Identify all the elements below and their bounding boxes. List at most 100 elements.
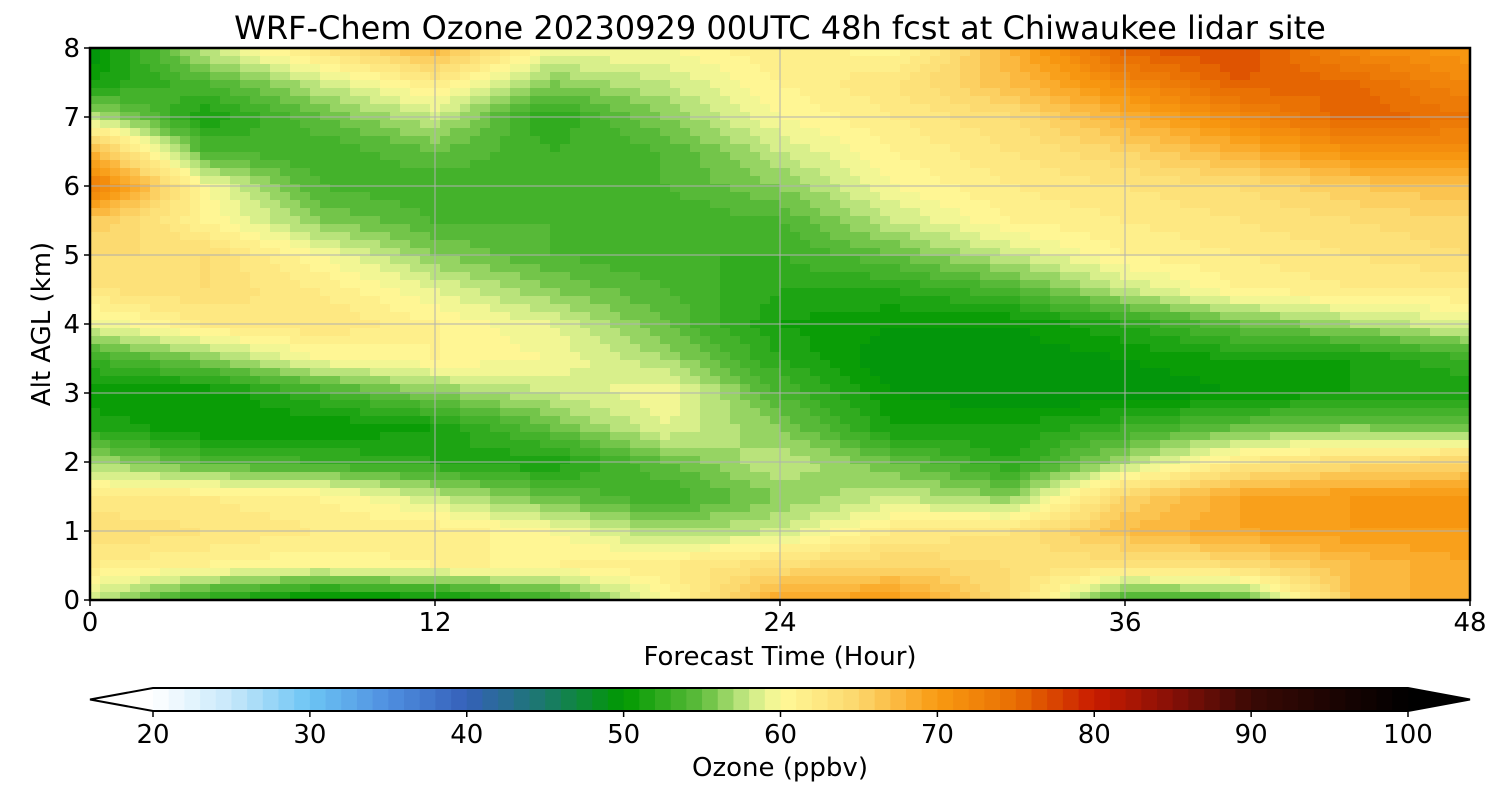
ozone-cell: [270, 224, 281, 233]
ozone-cell: [1270, 248, 1281, 257]
ozone-cell: [860, 280, 871, 289]
ozone-cell: [180, 328, 191, 337]
ozone-cell: [1220, 72, 1231, 81]
ozone-cell: [1320, 240, 1331, 249]
ozone-cell: [820, 128, 831, 137]
ozone-cell: [1450, 176, 1461, 185]
ozone-cell: [880, 88, 891, 97]
ozone-cell: [1210, 312, 1221, 321]
ozone-cell: [1430, 248, 1441, 257]
ozone-cell: [1060, 96, 1071, 105]
ozone-cell: [210, 48, 221, 57]
ozone-cell: [400, 328, 411, 337]
ozone-cell: [180, 200, 191, 209]
ozone-cell: [640, 224, 651, 233]
ozone-cell: [450, 160, 461, 169]
ozone-cell: [500, 88, 511, 97]
ozone-cell: [280, 256, 291, 265]
ozone-cell: [1250, 88, 1261, 97]
ozone-cell: [1040, 216, 1051, 225]
ozone-cell: [1400, 80, 1411, 89]
ozone-cell: [650, 144, 661, 153]
ozone-cell: [1150, 128, 1161, 137]
ozone-cell: [90, 80, 101, 89]
ozone-cell: [940, 48, 951, 57]
ozone-cell: [1320, 280, 1331, 289]
ozone-cell: [950, 72, 961, 81]
ozone-cell: [1150, 96, 1161, 105]
ozone-cell: [470, 160, 481, 169]
ozone-cell: [670, 112, 681, 121]
ozone-cell: [1060, 80, 1071, 89]
ozone-cell: [970, 192, 981, 201]
ozone-cell: [980, 288, 991, 297]
ozone-cell: [550, 112, 561, 121]
ozone-cell: [280, 152, 291, 161]
ozone-cell: [220, 184, 231, 193]
ozone-cell: [620, 288, 631, 297]
ozone-cell: [970, 112, 981, 121]
ozone-cell: [590, 160, 601, 169]
ozone-cell: [240, 112, 251, 121]
ozone-cell: [900, 48, 911, 57]
ozone-cell: [860, 256, 871, 265]
ozone-cell: [200, 48, 211, 57]
ozone-cell: [340, 248, 351, 257]
ozone-cell: [250, 216, 261, 225]
ozone-cell: [230, 48, 241, 57]
ozone-cell: [660, 96, 671, 105]
ozone-cell: [320, 104, 331, 113]
ozone-cell: [1230, 104, 1241, 113]
ozone-cell: [140, 248, 151, 257]
ozone-cell: [520, 104, 531, 113]
ozone-cell: [1270, 256, 1281, 265]
ozone-cell: [900, 64, 911, 73]
ozone-cell: [110, 328, 121, 337]
ozone-cell: [320, 208, 331, 217]
ozone-cell: [610, 96, 621, 105]
ozone-cell: [310, 136, 321, 145]
ozone-cell: [90, 312, 101, 321]
ozone-cell: [750, 200, 761, 209]
ozone-cell: [460, 64, 471, 73]
ozone-cell: [710, 120, 721, 129]
ozone-cell: [1400, 240, 1411, 249]
ozone-cell: [1410, 304, 1421, 313]
ozone-cell: [870, 328, 881, 337]
ozone-cell: [1130, 288, 1141, 297]
ozone-cell: [860, 208, 871, 217]
ozone-cell: [210, 80, 221, 89]
ozone-cell: [940, 64, 951, 73]
ozone-cell: [490, 328, 501, 337]
ozone-cell: [580, 144, 591, 153]
ozone-cell: [640, 304, 651, 313]
ozone-cell: [600, 80, 611, 89]
ozone-cell: [1380, 288, 1391, 297]
ozone-cell: [660, 136, 671, 145]
ozone-cell: [630, 152, 641, 161]
ozone-cell: [1220, 224, 1231, 233]
ozone-cell: [1060, 248, 1071, 257]
ozone-cell: [280, 336, 291, 345]
ozone-cell: [1040, 80, 1051, 89]
ozone-cell: [850, 328, 861, 337]
ozone-cell: [600, 160, 611, 169]
ozone-cell: [1020, 312, 1031, 321]
ozone-cell: [400, 288, 411, 297]
ozone-cell: [1400, 272, 1411, 281]
ozone-cell: [830, 56, 841, 65]
ozone-cell: [1150, 232, 1161, 241]
ozone-cell: [1110, 200, 1121, 209]
ozone-cell: [730, 176, 741, 185]
ozone-cell: [210, 232, 221, 241]
ozone-cell: [740, 112, 751, 121]
ozone-cell: [1440, 184, 1451, 193]
ozone-cell: [170, 72, 181, 81]
ozone-cell: [340, 336, 351, 345]
ozone-cell: [790, 312, 801, 321]
ozone-cell: [90, 248, 101, 257]
ozone-cell: [240, 200, 251, 209]
ozone-cell: [800, 64, 811, 73]
ozone-cell: [500, 240, 511, 249]
ozone-cell: [540, 80, 551, 89]
